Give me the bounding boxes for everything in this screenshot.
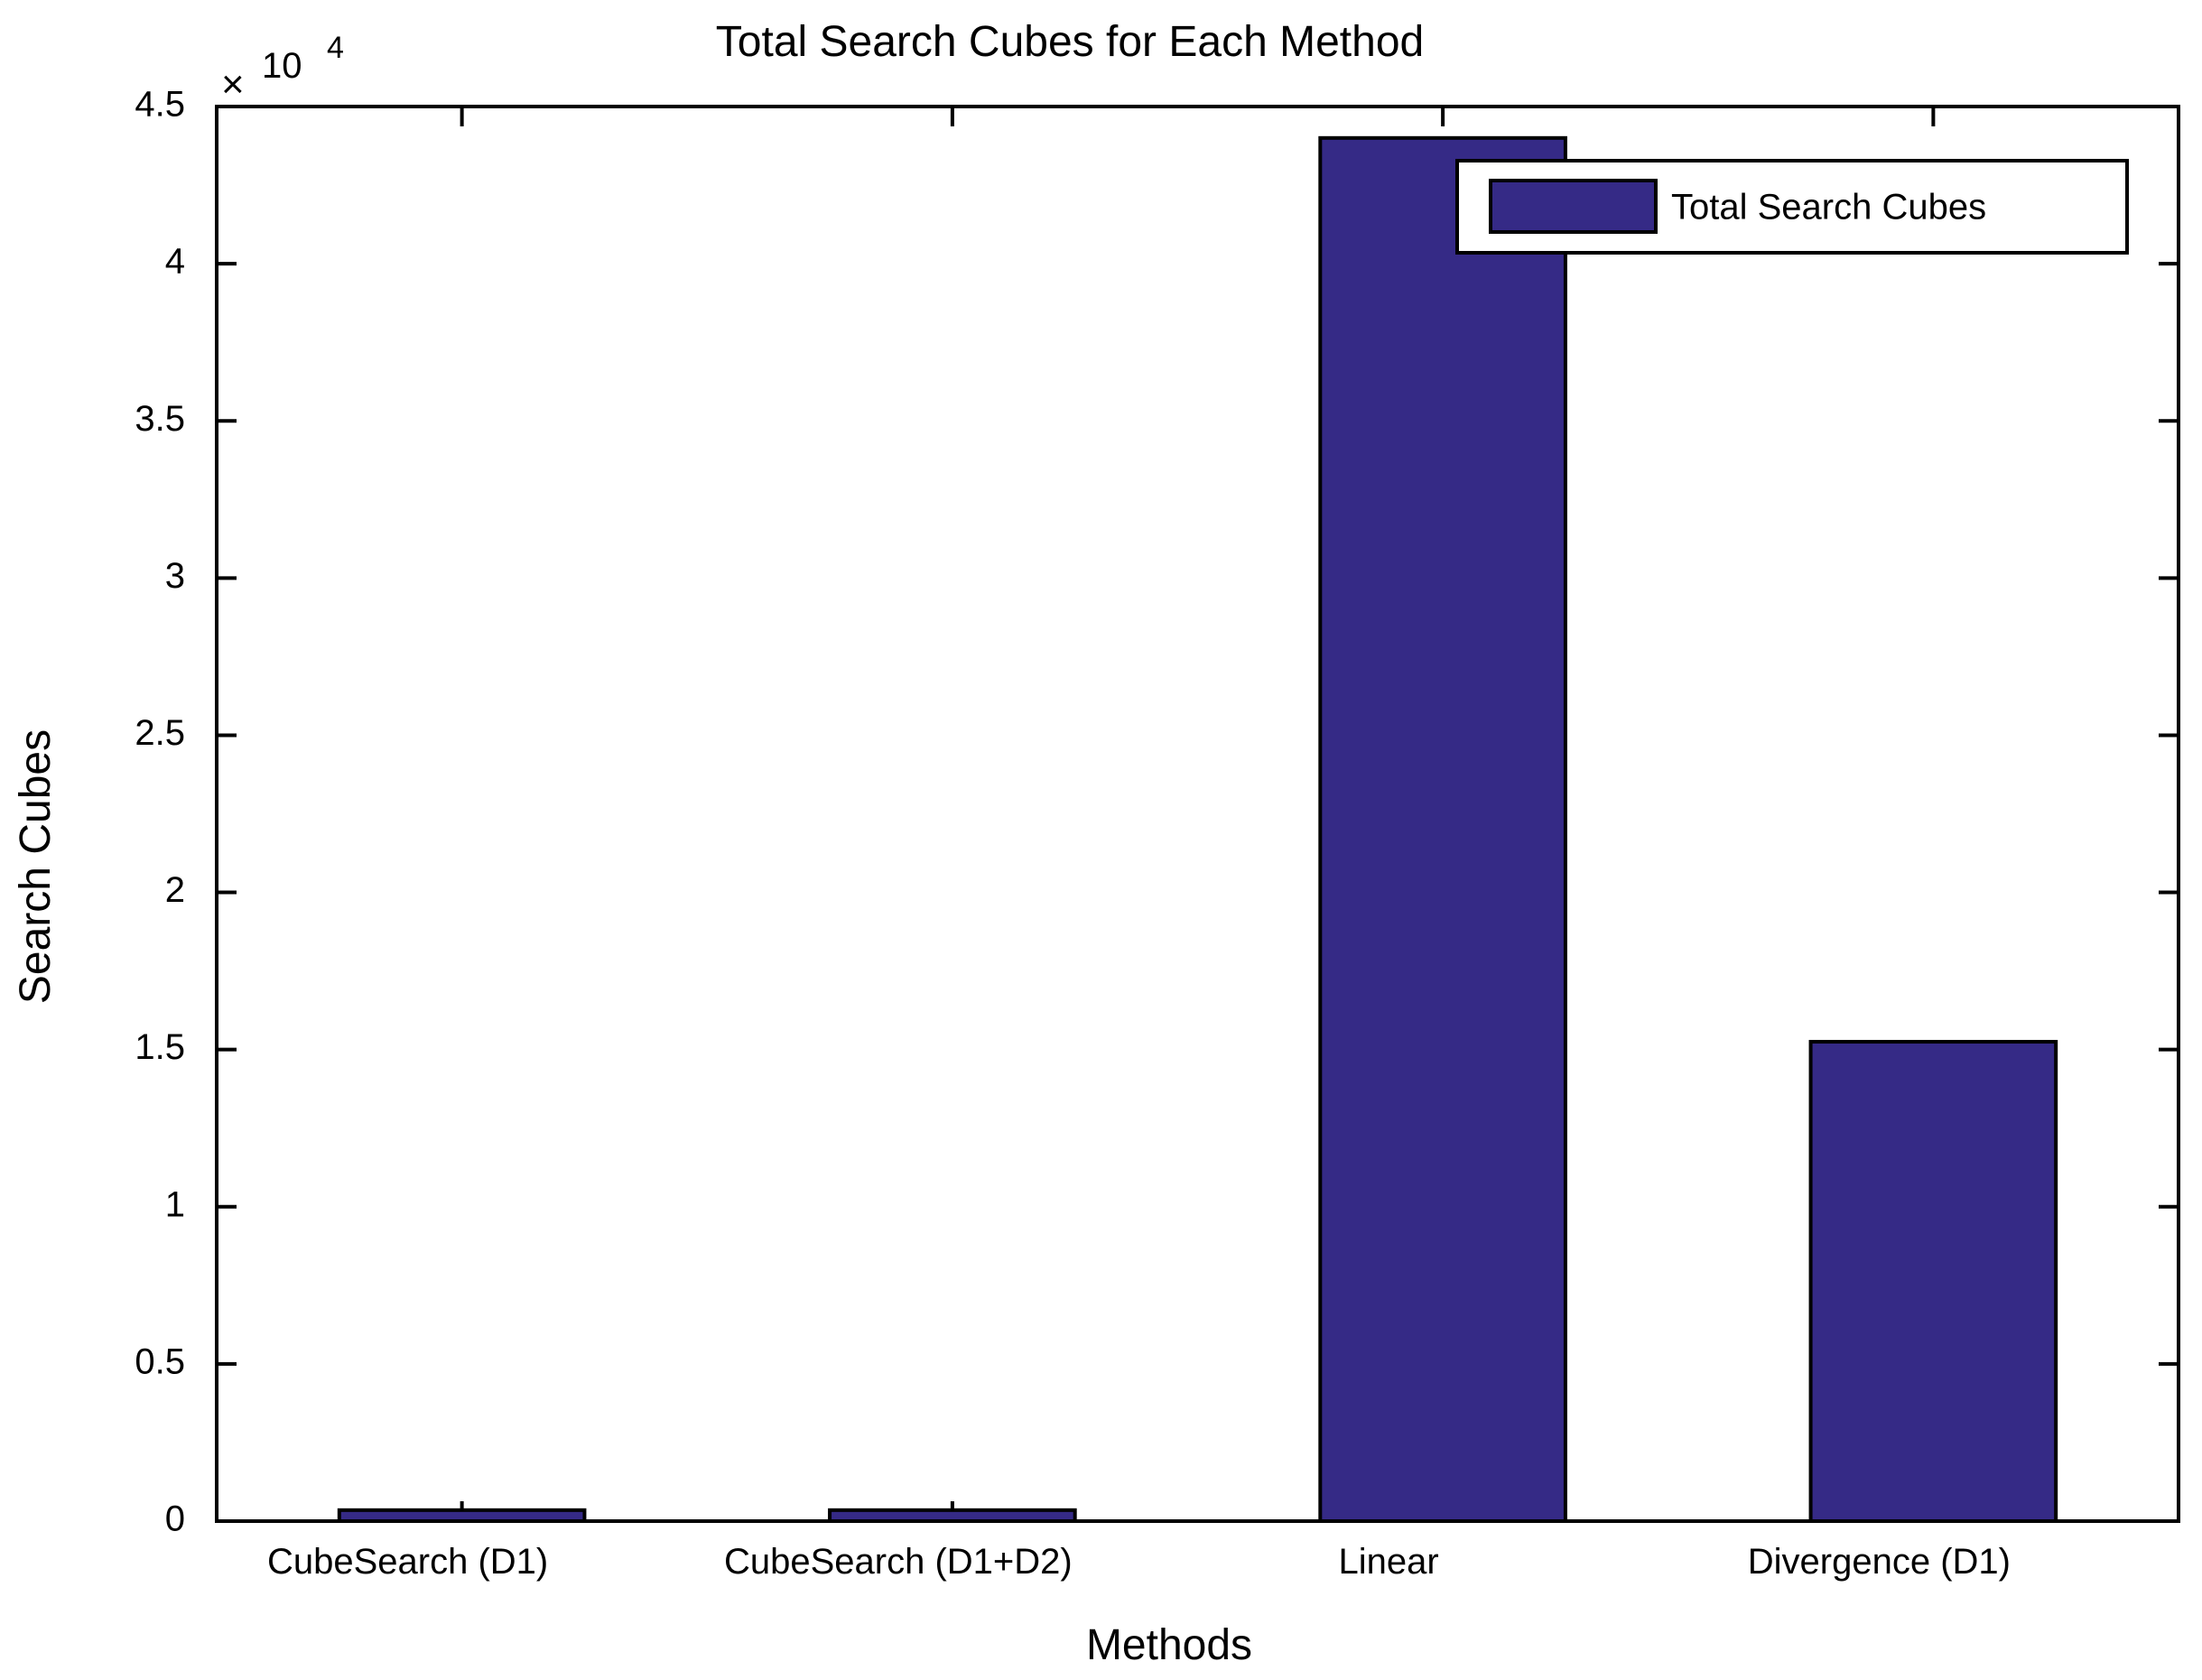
bar (1808, 1039, 2058, 1523)
y-tick-label: 2 (165, 870, 185, 910)
y-tick-label: 1.5 (135, 1027, 185, 1067)
x-tick-label: CubeSearch (D1+D2) (724, 1542, 1073, 1582)
axis-exponent-label: × 10 4 (221, 31, 344, 107)
y-tick-label: 4 (165, 242, 185, 282)
x-tick-label: Divergence (D1) (1748, 1542, 2011, 1582)
y-axis-title: Search Cubes (12, 729, 60, 1004)
plot-area-frame (215, 105, 2180, 1523)
y-tick-label: 3 (165, 556, 185, 596)
y-tick-label: 0.5 (135, 1341, 185, 1381)
legend: Total Search Cubes (1455, 159, 2129, 255)
exponent-power: 4 (327, 31, 344, 65)
legend-label: Total Search Cubes (1671, 188, 1986, 227)
exponent-base: 10 (262, 46, 302, 86)
y-tick-label: 1 (165, 1184, 185, 1224)
exponent-multiplier: × (221, 62, 245, 107)
legend-swatch (1489, 179, 1658, 234)
y-tick-label: 3.5 (135, 399, 185, 439)
bar (1318, 135, 1567, 1523)
x-axis-ticks: CubeSearch (D1) CubeSearch (D1+D2) Linear D… (267, 107, 2011, 1582)
y-tick-label: 0 (165, 1499, 185, 1539)
bars (337, 135, 2058, 1524)
x-tick-label: Linear (1339, 1542, 1439, 1582)
x-axis-title: Methods (1086, 1621, 1252, 1669)
x-tick-label: CubeSearch (D1) (267, 1542, 548, 1582)
y-tick-label: 4.5 (135, 85, 185, 125)
y-tick-label: 2.5 (135, 713, 185, 753)
chart-title: Total Search Cubes for Each Method (716, 18, 1424, 66)
